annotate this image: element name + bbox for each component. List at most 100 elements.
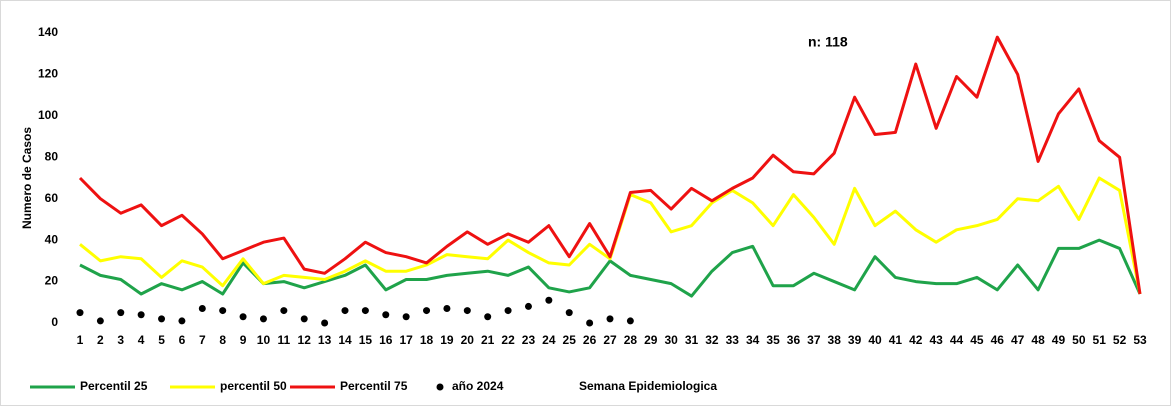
x-tick-label: 33 — [726, 333, 740, 347]
point — [361, 307, 369, 315]
point — [96, 317, 104, 325]
y-tick-label: 40 — [45, 232, 59, 246]
point — [484, 313, 492, 321]
point — [158, 315, 166, 323]
x-tick-label: 31 — [685, 333, 699, 347]
point — [524, 302, 532, 310]
point — [423, 307, 431, 315]
x-tick-label: 49 — [1052, 333, 1066, 347]
point — [137, 311, 145, 319]
point — [239, 313, 247, 321]
legend-label: Percentil 75 — [340, 379, 408, 393]
point — [178, 317, 186, 325]
x-tick-label: 43 — [929, 333, 943, 347]
point — [504, 307, 512, 315]
y-tick-label: 80 — [45, 149, 59, 163]
x-tick-label: 16 — [379, 333, 393, 347]
x-tick-label: 2 — [97, 333, 104, 347]
x-tick-label: 37 — [807, 333, 821, 347]
y-axis-label: Numero de Casos — [20, 127, 34, 229]
point — [259, 315, 267, 323]
x-tick-label: 36 — [787, 333, 801, 347]
legend-label: percentil 50 — [220, 379, 287, 393]
x-tick-label: 40 — [868, 333, 882, 347]
point — [626, 317, 634, 325]
x-tick-label: 53 — [1133, 333, 1147, 347]
x-tick-label: 39 — [848, 333, 862, 347]
x-tick-label: 13 — [318, 333, 332, 347]
x-tick-label: 23 — [522, 333, 536, 347]
point — [606, 315, 614, 323]
x-tick-label: 22 — [501, 333, 515, 347]
point — [586, 319, 594, 327]
x-tick-label: 19 — [440, 333, 454, 347]
legend-marker — [436, 383, 444, 391]
x-tick-label: 46 — [991, 333, 1005, 347]
point — [565, 309, 573, 317]
point — [382, 311, 390, 319]
y-tick-label: 20 — [45, 274, 59, 288]
annotation: n: 118 — [808, 34, 848, 50]
x-tick-label: 52 — [1113, 333, 1127, 347]
x-tick-label: 47 — [1011, 333, 1025, 347]
y-tick-label: 120 — [38, 67, 58, 81]
x-tick-label: 35 — [766, 333, 780, 347]
x-tick-label: 26 — [583, 333, 597, 347]
point — [280, 307, 288, 315]
x-tick-label: 4 — [138, 333, 145, 347]
x-tick-label: 20 — [461, 333, 475, 347]
x-tick-label: 45 — [970, 333, 984, 347]
x-axis-label: Semana Epidemiologica — [579, 379, 717, 393]
x-tick-label: 5 — [158, 333, 165, 347]
x-tick-label: 42 — [909, 333, 923, 347]
x-tick-label: 44 — [950, 333, 964, 347]
x-tick-label: 24 — [542, 333, 556, 347]
x-tick-label: 48 — [1031, 333, 1045, 347]
y-tick-label: 60 — [45, 191, 59, 205]
x-tick-label: 11 — [278, 333, 291, 347]
point — [545, 296, 553, 304]
legend-label: Percentil 25 — [80, 379, 148, 393]
x-tick-label: 12 — [298, 333, 312, 347]
x-tick-label: 28 — [624, 333, 638, 347]
point — [219, 307, 227, 315]
x-tick-label: 1 — [77, 333, 84, 347]
point — [463, 307, 471, 315]
x-tick-label: 17 — [399, 333, 413, 347]
x-tick-label: 38 — [828, 333, 842, 347]
x-tick-label: 14 — [338, 333, 352, 347]
point — [117, 309, 125, 317]
point — [402, 313, 410, 321]
x-tick-label: 21 — [481, 333, 495, 347]
y-tick-label: 140 — [38, 25, 58, 39]
y-tick-label: 100 — [38, 108, 58, 122]
x-tick-label: 8 — [219, 333, 226, 347]
x-tick-label: 50 — [1072, 333, 1086, 347]
x-tick-label: 29 — [644, 333, 658, 347]
x-tick-label: 30 — [664, 333, 678, 347]
x-tick-label: 3 — [117, 333, 124, 347]
series-line — [79, 176, 1142, 295]
point — [198, 305, 206, 312]
point — [443, 305, 451, 312]
x-tick-label: 27 — [603, 333, 617, 347]
x-tick-label: 9 — [240, 333, 247, 347]
x-tick-label: 25 — [563, 333, 577, 347]
x-tick-label: 51 — [1093, 333, 1107, 347]
x-tick-label: 32 — [705, 333, 719, 347]
x-tick-label: 15 — [359, 333, 373, 347]
x-tick-label: 34 — [746, 333, 760, 347]
x-tick-label: 41 — [889, 333, 903, 347]
point — [76, 309, 84, 317]
point — [300, 315, 308, 323]
series-line — [78, 35, 1142, 295]
point — [321, 319, 329, 327]
x-tick-label: 7 — [199, 333, 206, 347]
point — [341, 307, 349, 315]
y-tick-label: 0 — [51, 315, 58, 329]
x-tick-label: 18 — [420, 333, 434, 347]
x-tick-label: 6 — [179, 333, 186, 347]
x-tick-label: 10 — [257, 333, 271, 347]
